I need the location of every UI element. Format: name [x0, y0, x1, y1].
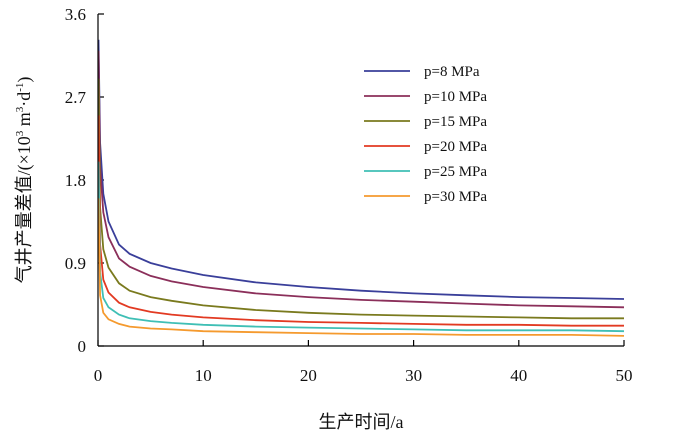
x-axis-title: 生产时间/a: [319, 412, 404, 432]
y-axis-title-sup3: -1: [14, 83, 26, 92]
x-tick-label: 40: [510, 366, 527, 385]
series-line: [97, 198, 625, 337]
legend-label: p=15 MPa: [424, 114, 487, 130]
legend-label: p=8 MPa: [424, 64, 480, 80]
y-axis-title-mid: m: [14, 112, 34, 131]
y-tick-label: 3.6: [65, 5, 86, 24]
x-tick-label: 50: [616, 366, 633, 385]
y-axis-title-end: ): [14, 77, 35, 83]
legend-label: p=10 MPa: [424, 89, 487, 105]
y-tick-label: 2.7: [65, 88, 87, 107]
y-axis-title-after: ·d: [14, 92, 34, 107]
y-axis-title-sup2: 3: [14, 106, 26, 112]
y-tick-label: 1.8: [65, 171, 86, 190]
x-tick-label: 0: [94, 366, 103, 385]
series-line: [97, 50, 625, 309]
y-axis-title-main: 气井产量差值/(×10: [14, 136, 35, 283]
x-tick-label: 10: [195, 366, 212, 385]
series-line: [97, 161, 625, 333]
y-tick-label: 0: [78, 337, 87, 356]
series-layer: [97, 39, 625, 337]
y-axis-title: 气井产量差值/(×103 m3·d-1): [14, 77, 35, 284]
y-tick-label: 0.9: [65, 254, 86, 273]
x-tick-label: 20: [300, 366, 317, 385]
y-axis-title-sup1: 3: [14, 130, 26, 136]
x-tick-label: 30: [405, 366, 422, 385]
legend: p=8 MPa p=10 MPa p=15 MPa p=20 MPa p=25 MPa p…: [364, 64, 487, 205]
series-line: [97, 115, 624, 327]
legend-label: p=25 MPa: [424, 164, 487, 180]
series-line: [97, 39, 625, 300]
legend-label: p=20 MPa: [424, 139, 487, 155]
series-line: [97, 78, 624, 320]
legend-label: p=30 MPa: [424, 189, 487, 205]
